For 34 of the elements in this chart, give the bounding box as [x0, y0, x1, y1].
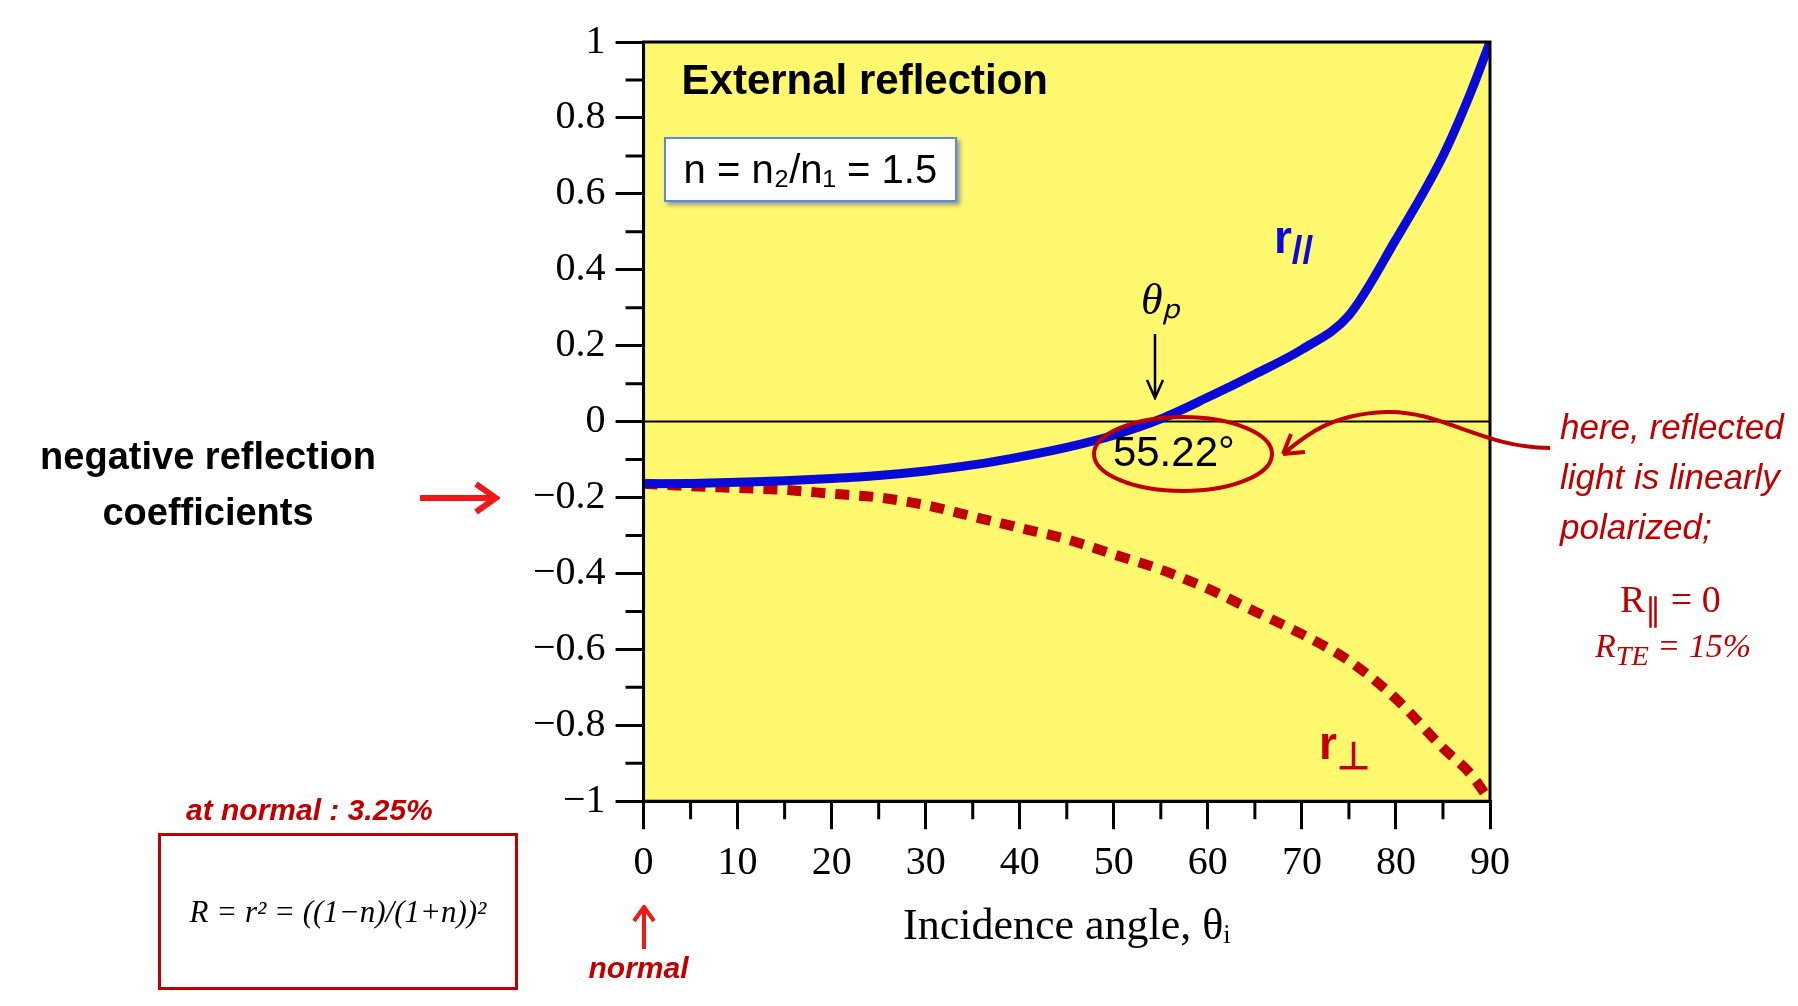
chart-title: External reflection — [681, 56, 1049, 104]
y-tick-label: −0.6 — [533, 623, 606, 669]
y-tick-label: 0.6 — [555, 168, 606, 214]
x-tick-label: 80 — [1375, 837, 1416, 883]
series-label: r$_{//}$ — [1273, 210, 1314, 273]
y-tick-label: −0.2 — [533, 472, 606, 518]
x-tick-label: 90 — [1470, 837, 1510, 883]
text: negative reflection coefficients — [39, 433, 377, 535]
text: R$_{∥}$ = 0 — [1620, 576, 1721, 629]
y-tick-label: 0.2 — [555, 320, 606, 366]
y-tick-label: 0.8 — [555, 92, 606, 138]
x-tick-label: 10 — [717, 837, 758, 883]
y-tick-label: −0.4 — [533, 547, 606, 593]
annotation: θₚ — [1140, 273, 1181, 327]
text: normal — [588, 951, 689, 986]
text: R = r² = ((1−n)/(1+n))² — [158, 833, 518, 990]
x-tick-label: 60 — [1187, 837, 1228, 883]
y-tick-label: −0.8 — [533, 699, 606, 745]
annotation: 55.22° — [1112, 427, 1235, 476]
x-tick-label: 50 — [1093, 837, 1134, 883]
y-tick-label: 0 — [585, 396, 606, 442]
text: at normal : 3.25% — [186, 793, 433, 828]
x-tick-label: 40 — [999, 837, 1040, 883]
x-tick-label: 70 — [1281, 837, 1322, 883]
y-tick-label: −1 — [563, 775, 606, 821]
x-axis-title: Incidence angle, θᵢ — [903, 900, 1231, 950]
annotation: n = n₂/n₁ = 1.5 — [663, 137, 958, 202]
y-tick-label: 0.4 — [555, 244, 606, 290]
x-tick-label: 30 — [905, 837, 946, 883]
text: here, reflected light is linearly polarized; — [1560, 405, 1786, 548]
series-label: r$_{⊥}$ — [1318, 715, 1370, 778]
x-tick-label: 0 — [633, 837, 654, 883]
x-tick-label: 20 — [811, 837, 852, 883]
y-tick-label: 1 — [585, 16, 606, 62]
